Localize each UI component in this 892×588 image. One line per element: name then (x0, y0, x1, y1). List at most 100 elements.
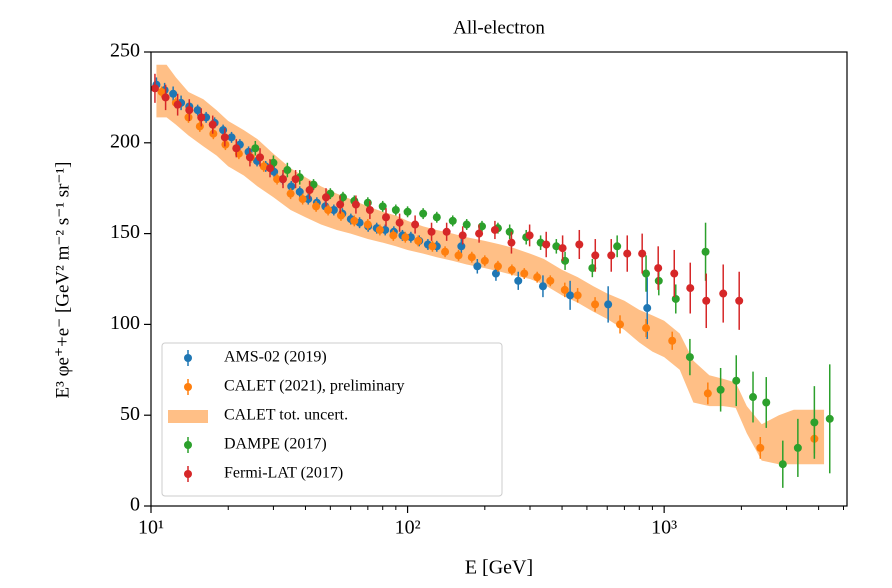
legend-label: AMS-02 (2019) (224, 349, 327, 366)
data-point (505, 227, 514, 236)
data-point (623, 249, 632, 258)
data-point (616, 320, 625, 329)
data-point (480, 256, 489, 265)
x-tick-label: 10³ (651, 517, 677, 539)
data-point (566, 291, 575, 300)
chart-title: All-electron (453, 17, 545, 38)
data-point (558, 244, 567, 253)
data-point (793, 443, 802, 452)
data-point (220, 133, 229, 142)
data-point (732, 376, 741, 385)
data-point (642, 269, 651, 278)
data-point (298, 195, 307, 204)
data-point (604, 300, 613, 309)
data-point (702, 296, 711, 305)
data-point (161, 93, 170, 102)
data-point (701, 247, 710, 256)
data-point (227, 133, 236, 142)
data-point (778, 460, 787, 469)
data-point (477, 222, 486, 231)
data-point (703, 389, 712, 398)
data-point (351, 200, 360, 209)
data-point (259, 162, 268, 171)
data-point (507, 265, 516, 274)
data-point (232, 144, 241, 153)
data-point (654, 264, 663, 273)
data-point (642, 324, 651, 333)
x-tick-label: 10¹ (138, 517, 164, 539)
legend-label: CALET (2021), preliminary (224, 378, 405, 395)
data-point (588, 264, 597, 273)
y-axis-label: E³ φe⁺+e⁻ [GeV² m⁻² s⁻¹ sr⁻¹] (52, 162, 73, 399)
data-point (184, 113, 193, 122)
data-point (382, 213, 391, 222)
data-point (322, 193, 331, 202)
data-point (514, 276, 523, 285)
data-point (613, 242, 622, 251)
data-point (389, 231, 398, 240)
y-tick-label: 150 (110, 221, 140, 243)
legend-marker (184, 470, 192, 478)
legend-marker (184, 383, 192, 391)
data-point (208, 120, 217, 129)
data-point (538, 282, 547, 291)
data-point (169, 89, 178, 98)
data-point (305, 186, 314, 195)
data-point (195, 122, 204, 131)
data-point (291, 175, 300, 184)
y-tick-label: 100 (110, 312, 140, 334)
data-point (403, 207, 412, 216)
data-point (473, 262, 482, 271)
data-point (197, 113, 206, 122)
data-point (448, 216, 457, 225)
data-point (365, 205, 374, 214)
data-point (507, 238, 516, 247)
data-point (573, 291, 582, 300)
data-point (591, 300, 600, 309)
data-point (363, 220, 372, 229)
data-point (670, 269, 679, 278)
data-point (458, 231, 467, 240)
data-point (173, 100, 182, 109)
data-point (825, 414, 834, 423)
data-point (671, 294, 680, 303)
data-point (312, 202, 321, 211)
data-point (395, 218, 404, 227)
data-point (336, 200, 345, 209)
data-point (185, 106, 194, 115)
data-point (749, 393, 758, 402)
data-point (668, 336, 677, 345)
data-point (442, 227, 451, 236)
x-tick-label: 10² (395, 517, 421, 539)
data-point (266, 164, 275, 173)
data-point (287, 182, 296, 191)
data-point (493, 262, 502, 271)
data-point (719, 289, 728, 298)
data-point (575, 240, 584, 249)
legend-marker (184, 354, 192, 362)
data-point (762, 398, 771, 407)
data-point (525, 231, 534, 240)
data-point (338, 193, 347, 202)
data-point (279, 175, 288, 184)
data-point (414, 236, 423, 245)
data-point (467, 253, 476, 262)
data-point (454, 251, 463, 260)
plot-frame (150, 51, 848, 507)
data-point (542, 240, 551, 249)
data-point (462, 220, 471, 229)
legend: AMS-02 (2019) CALET (2021), preliminary CA… (161, 342, 503, 497)
data-point (756, 443, 765, 452)
data-point (251, 144, 260, 153)
data-point (607, 251, 616, 260)
data-point (428, 242, 437, 251)
y-tick-label: 200 (110, 130, 140, 152)
data-point (685, 353, 694, 362)
data-point (406, 233, 415, 242)
data-point (411, 220, 420, 229)
data-point (336, 211, 345, 220)
data-point (419, 209, 428, 218)
y-tick-label: 50 (120, 403, 140, 425)
data-point (273, 175, 282, 184)
